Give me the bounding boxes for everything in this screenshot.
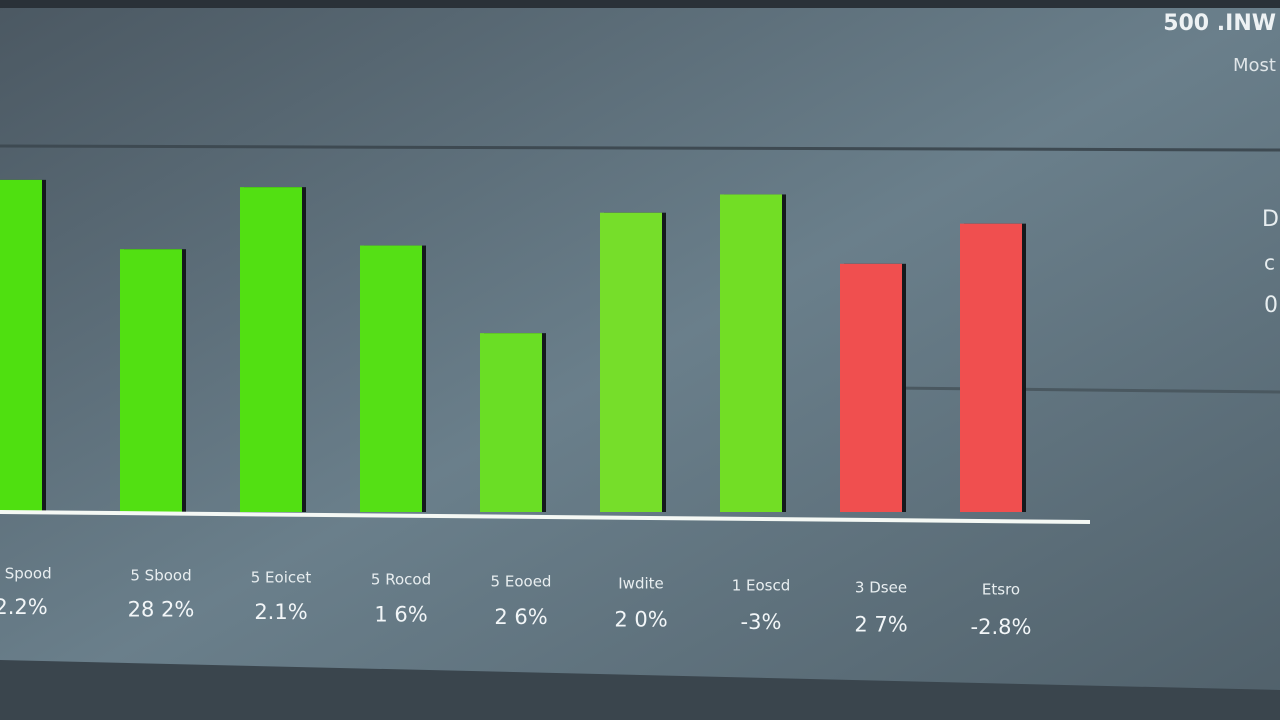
divider	[0, 144, 1280, 152]
bar-label: 5 Eoicet	[251, 569, 312, 587]
header-title: 500 .INW	[1163, 11, 1276, 36]
bar-label: 5 Rocod	[371, 571, 431, 589]
bar	[120, 249, 182, 512]
bar-label: 5 Spood	[0, 565, 52, 583]
bar	[720, 194, 782, 512]
bar-label: 5 Eooed	[491, 573, 552, 591]
header-subtitle: Most	[1233, 55, 1276, 76]
bar-change: 2.2%	[0, 595, 48, 619]
bar-change: 2 6%	[494, 605, 547, 629]
bar-label: 1 Eoscd	[732, 577, 791, 595]
bar-label: 5 Sbood	[130, 567, 191, 585]
bar-change: 1 6%	[374, 603, 427, 627]
bar-label: Iwdite	[618, 575, 664, 593]
side-text: 0	[1264, 293, 1278, 318]
bar-change: 2 7%	[854, 613, 907, 637]
bar	[960, 223, 1022, 512]
side-text: D	[1262, 207, 1279, 232]
bar-change: 2.1%	[254, 600, 307, 624]
bar-change: 2 0%	[614, 608, 667, 632]
bar-change: -3%	[741, 610, 782, 634]
bar-label: 3 Dsee	[855, 579, 907, 597]
bar	[360, 245, 422, 513]
divider	[889, 386, 1280, 394]
bar	[0, 179, 42, 512]
bar	[480, 333, 542, 512]
top-edge	[0, 0, 1280, 8]
side-text: c	[1264, 251, 1275, 275]
bar	[840, 263, 902, 512]
bottom-edge	[0, 660, 1280, 720]
bar-label: Etsro	[982, 581, 1020, 599]
bar	[600, 212, 662, 512]
bar-change: -2.8%	[971, 615, 1032, 639]
bar	[240, 187, 302, 512]
baseline	[0, 510, 1091, 524]
bar-change: 28 2%	[128, 598, 195, 622]
